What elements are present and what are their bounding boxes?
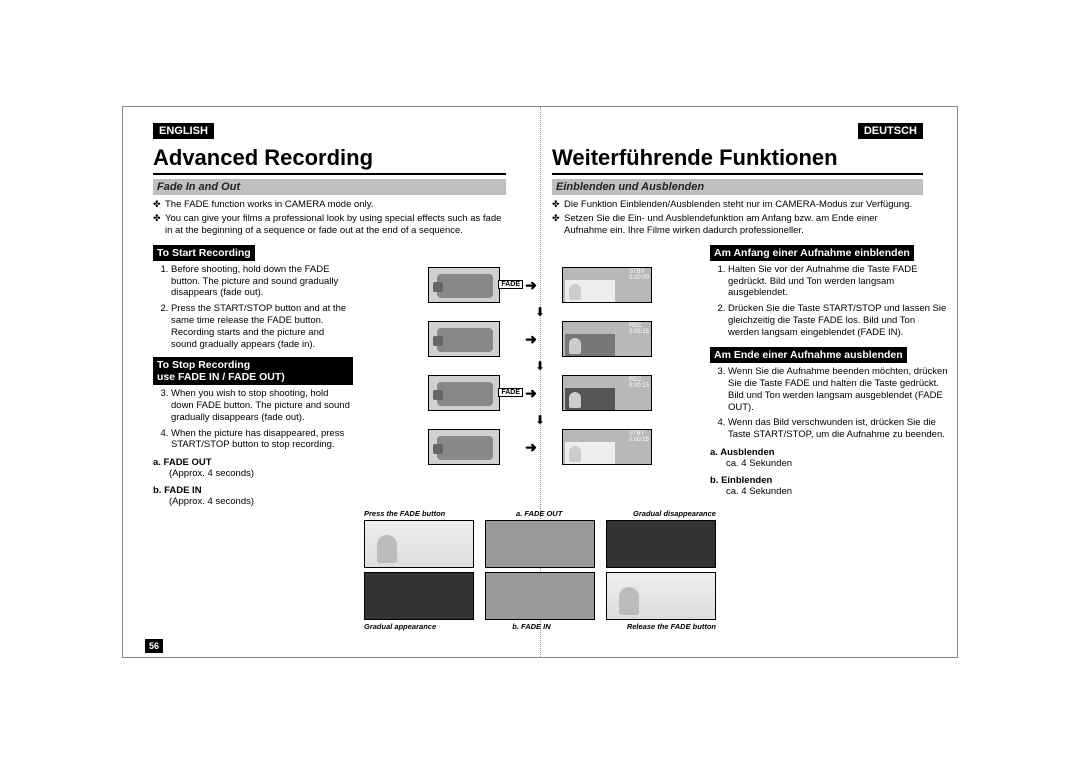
step: Press the START/STOP button and at the s…: [171, 303, 353, 351]
fadein-label-de: b. Einblenden: [710, 475, 950, 486]
fadein-label-en: b. FADE IN: [153, 485, 353, 496]
strip-label: a. FADE OUT: [516, 509, 562, 518]
bullet: You can give your films a professional l…: [153, 213, 506, 237]
step: Wenn Sie die Aufnahme beenden möchten, d…: [728, 366, 950, 414]
section-german: Einblenden und Ausblenden: [552, 179, 923, 195]
state-time: 0:00:15: [629, 383, 649, 389]
strip-frame-mid: [485, 572, 595, 620]
strip-label: Press the FADE button: [364, 509, 445, 518]
diagram-row: ➜ STBY0:00:15: [428, 429, 652, 465]
bullet: The FADE function works in CAMERA mode o…: [153, 199, 506, 211]
strip-label: b. FADE IN: [512, 622, 550, 631]
arrow-right-icon: ➜: [525, 439, 537, 456]
subhead-stop-recording: To Stop Recording use FADE IN / FADE OUT…: [153, 357, 353, 385]
fade-tag: FADE: [498, 388, 523, 397]
fadeout-time-en: (Approx. 4 seconds): [169, 468, 353, 479]
camera-icon: FADE: [428, 267, 500, 303]
subhead-line1: To Stop Recording: [157, 359, 250, 371]
step: Before shooting, hold down the FADE butt…: [171, 264, 353, 300]
subhead-start-recording: To Start Recording: [153, 245, 255, 261]
arrow-right-icon: ➜: [525, 331, 537, 348]
strip-frame-dark: [606, 520, 716, 568]
fadein-time-en: (Approx. 4 seconds): [169, 496, 353, 507]
camera-icon: FADE: [428, 375, 500, 411]
strip-row-bottom: [364, 572, 716, 620]
fade-strip: Press the FADE button a. FADE OUT Gradua…: [364, 507, 716, 633]
diagram-row: FADE ➜ STBY0:00:00: [428, 267, 652, 303]
page-number: 56: [145, 639, 163, 653]
camera-icon: [428, 321, 500, 357]
state-time: 0:00:15: [629, 437, 649, 443]
strip-label: Release the FADE button: [627, 622, 716, 631]
arrow-down-icon: ⬇: [428, 359, 652, 373]
step: When you wish to stop shooting, hold dow…: [171, 388, 353, 424]
arrow-down-icon: ⬇: [428, 305, 652, 319]
strip-frame-mid: [485, 520, 595, 568]
state-time: 0:00:15: [629, 329, 649, 335]
subhead-start-de: Am Anfang einer Aufnahme einblenden: [710, 245, 914, 261]
step: Halten Sie vor der Aufnahme die Taste FA…: [728, 264, 950, 300]
step: Wenn das Bild verschwunden ist, drücken …: [728, 417, 950, 441]
screen-rec: REC0:00:15: [562, 375, 652, 411]
strip-frame-light: [606, 572, 716, 620]
strip-labels-top: Press the FADE button a. FADE OUT Gradua…: [364, 509, 716, 518]
arrow-right-icon: ➜: [525, 277, 537, 294]
fadeout-time-de: ca. 4 Sekunden: [726, 458, 950, 469]
screen-rec: REC0:00:15: [562, 321, 652, 357]
state-time: 0:00:00: [629, 275, 649, 281]
fadein-time-de: ca. 4 Sekunden: [726, 486, 950, 497]
manual-page: ENGLISH Advanced Recording Fade In and O…: [0, 0, 1080, 763]
intro-bullets-english: The FADE function works in CAMERA mode o…: [153, 199, 506, 237]
screen-stby: STBY0:00:15: [562, 429, 652, 465]
lang-badge-english: ENGLISH: [153, 123, 214, 139]
steps-stop-de: Wenn Sie die Aufnahme beenden möchten, d…: [710, 366, 950, 441]
intro-bullets-german: Die Funktion Einblenden/Ausblenden steht…: [552, 199, 923, 237]
arrow-down-icon: ⬇: [428, 413, 652, 427]
strip-frame-light: [364, 520, 474, 568]
strip-label: Gradual appearance: [364, 622, 436, 631]
steps-start-de: Halten Sie vor der Aufnahme die Taste FA…: [710, 264, 950, 339]
fade-diagram: FADE ➜ STBY0:00:00 ⬇ ➜ REC0:00:15 ⬇: [428, 267, 652, 471]
steps-stop: When you wish to stop shooting, hold dow…: [153, 388, 353, 451]
strip-frame-dark: [364, 572, 474, 620]
screen-stby: STBY0:00:00: [562, 267, 652, 303]
step: When the picture has disappeared, press …: [171, 428, 353, 452]
strip-row-top: [364, 520, 716, 568]
subhead-line2: use FADE IN / FADE OUT): [157, 371, 285, 383]
bullet: Setzen Sie die Ein- und Ausblendefunktio…: [552, 213, 923, 237]
strip-labels-bottom: Gradual appearance b. FADE IN Release th…: [364, 622, 716, 631]
subhead-stop-de: Am Ende einer Aufnahme ausblenden: [710, 347, 907, 363]
fadeout-label-en: a. FADE OUT: [153, 457, 353, 468]
diagram-row: FADE ➜ REC0:00:15: [428, 375, 652, 411]
strip-label: Gradual disappearance: [633, 509, 716, 518]
step: Drücken Sie die Taste START/STOP und las…: [728, 303, 950, 339]
steps-start: Before shooting, hold down the FADE butt…: [153, 264, 353, 351]
page-frame: ENGLISH Advanced Recording Fade In and O…: [122, 106, 958, 658]
title-english: Advanced Recording: [153, 145, 506, 175]
bullet: Die Funktion Einblenden/Ausblenden steht…: [552, 199, 923, 211]
arrow-right-icon: ➜: [525, 385, 537, 402]
fade-tag: FADE: [498, 280, 523, 289]
section-english: Fade In and Out: [153, 179, 506, 195]
diagram-row: ➜ REC0:00:15: [428, 321, 652, 357]
camera-icon: [428, 429, 500, 465]
lang-badge-german: DEUTSCH: [858, 123, 923, 139]
fadeout-label-de: a. Ausblenden: [710, 447, 950, 458]
title-german: Weiterführende Funktionen: [552, 145, 923, 175]
